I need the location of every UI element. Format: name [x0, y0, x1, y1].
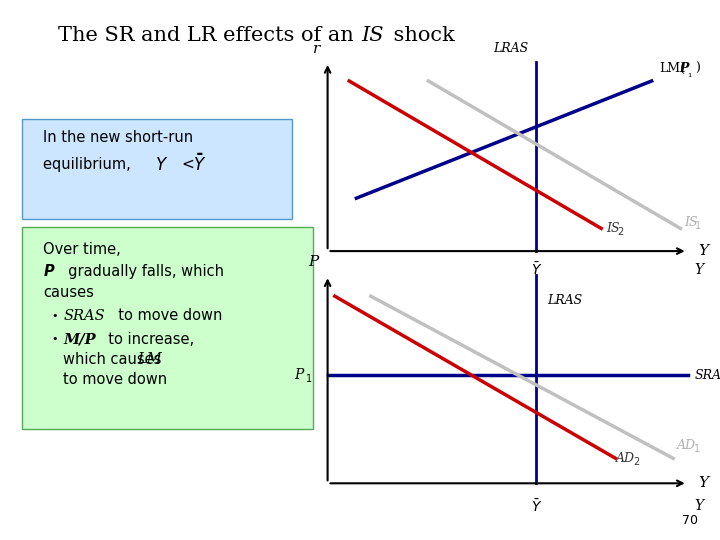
Text: •: •: [52, 334, 58, 344]
Text: 1: 1: [695, 221, 701, 231]
Text: In the new short-run: In the new short-run: [43, 130, 194, 145]
Text: LM: LM: [137, 352, 161, 366]
Text: causes: causes: [43, 285, 94, 300]
Text: to move down: to move down: [109, 308, 222, 323]
Text: IS: IS: [684, 216, 698, 229]
Text: LM(: LM(: [659, 62, 685, 75]
Text: Y: Y: [694, 263, 703, 277]
Text: IS: IS: [606, 222, 620, 235]
Text: $\bar{Y}$: $\bar{Y}$: [531, 261, 542, 279]
Text: M/P: M/P: [63, 332, 96, 346]
Text: $<$: $<$: [179, 157, 194, 172]
Text: The SR and LR effects of an: The SR and LR effects of an: [58, 25, 360, 45]
Text: 1: 1: [306, 374, 312, 384]
Text: AD: AD: [616, 452, 634, 465]
Text: 2: 2: [618, 227, 624, 237]
Text: $\bar{Y}$: $\bar{Y}$: [531, 498, 542, 515]
Text: IS: IS: [361, 25, 384, 45]
Text: shock: shock: [387, 25, 455, 45]
Text: LRAS: LRAS: [493, 42, 528, 55]
Text: Y: Y: [698, 476, 708, 490]
Text: •: •: [52, 311, 58, 321]
Text: P: P: [308, 255, 318, 269]
Text: gradually falls, which: gradually falls, which: [59, 264, 224, 279]
Text: 70: 70: [683, 514, 698, 526]
Text: LRAS: LRAS: [547, 294, 582, 307]
Text: Over time,: Over time,: [43, 242, 121, 257]
Text: P: P: [294, 368, 304, 382]
FancyBboxPatch shape: [22, 119, 292, 219]
Text: ₁: ₁: [688, 69, 692, 78]
Text: ): ): [695, 62, 700, 75]
Text: SRAS: SRAS: [63, 309, 105, 323]
Text: AD: AD: [677, 440, 696, 453]
Text: 2: 2: [633, 457, 639, 467]
Text: $\mathbf{\mathit{Y}}$: $\mathbf{\mathit{Y}}$: [155, 156, 168, 174]
Text: Y: Y: [694, 499, 703, 513]
Text: r: r: [313, 43, 320, 56]
Text: 1: 1: [694, 444, 701, 454]
Text: P: P: [43, 264, 54, 279]
FancyBboxPatch shape: [22, 227, 313, 429]
Text: to increase,: to increase,: [99, 332, 194, 347]
Text: equilibrium,: equilibrium,: [43, 157, 140, 172]
Text: $\mathbf{\bar{\mathit{Y}}}$: $\mathbf{\bar{\mathit{Y}}}$: [193, 154, 206, 176]
Text: to move down: to move down: [63, 372, 168, 387]
Text: SRAS: SRAS: [695, 369, 720, 382]
Text: which causes: which causes: [63, 352, 166, 367]
Text: Y: Y: [698, 244, 708, 258]
Text: P: P: [679, 62, 688, 75]
